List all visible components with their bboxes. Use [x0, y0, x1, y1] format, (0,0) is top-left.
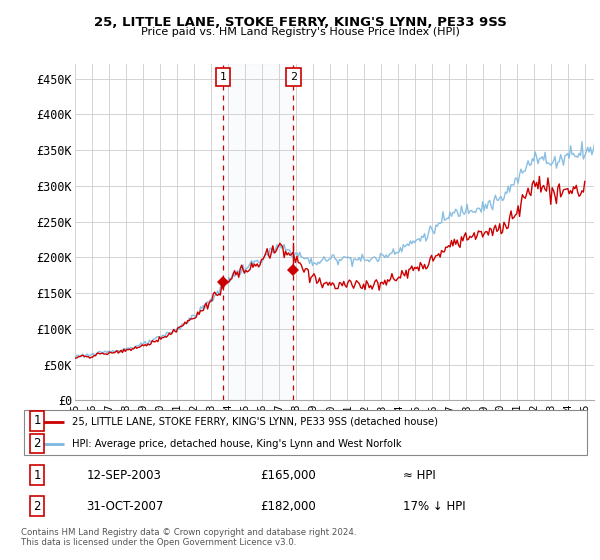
FancyBboxPatch shape	[24, 410, 587, 455]
Bar	[223, 64, 293, 400]
Text: 25, LITTLE LANE, STOKE FERRY, KING'S LYNN, PE33 9SS (detached house): 25, LITTLE LANE, STOKE FERRY, KING'S LYN…	[73, 417, 438, 427]
Text: 1: 1	[33, 414, 41, 427]
Text: 17% ↓ HPI: 17% ↓ HPI	[403, 500, 466, 513]
Text: 25, LITTLE LANE, STOKE FERRY, KING'S LYNN, PE33 9SS: 25, LITTLE LANE, STOKE FERRY, KING'S LYN…	[94, 16, 506, 29]
Text: 31-OCT-2007: 31-OCT-2007	[86, 500, 164, 513]
Text: 1: 1	[220, 72, 227, 82]
Text: 12-SEP-2003: 12-SEP-2003	[86, 469, 161, 482]
Text: 2: 2	[33, 437, 41, 450]
Text: Contains HM Land Registry data © Crown copyright and database right 2024.
This d: Contains HM Land Registry data © Crown c…	[21, 528, 356, 547]
Text: 1: 1	[33, 469, 41, 482]
Text: £165,000: £165,000	[260, 469, 316, 482]
Text: Price paid vs. HM Land Registry's House Price Index (HPI): Price paid vs. HM Land Registry's House …	[140, 27, 460, 37]
Text: HPI: Average price, detached house, King's Lynn and West Norfolk: HPI: Average price, detached house, King…	[73, 438, 402, 449]
Text: £182,000: £182,000	[260, 500, 316, 513]
Text: ≈ HPI: ≈ HPI	[403, 469, 436, 482]
Text: 2: 2	[33, 500, 41, 513]
Text: 2: 2	[290, 72, 297, 82]
